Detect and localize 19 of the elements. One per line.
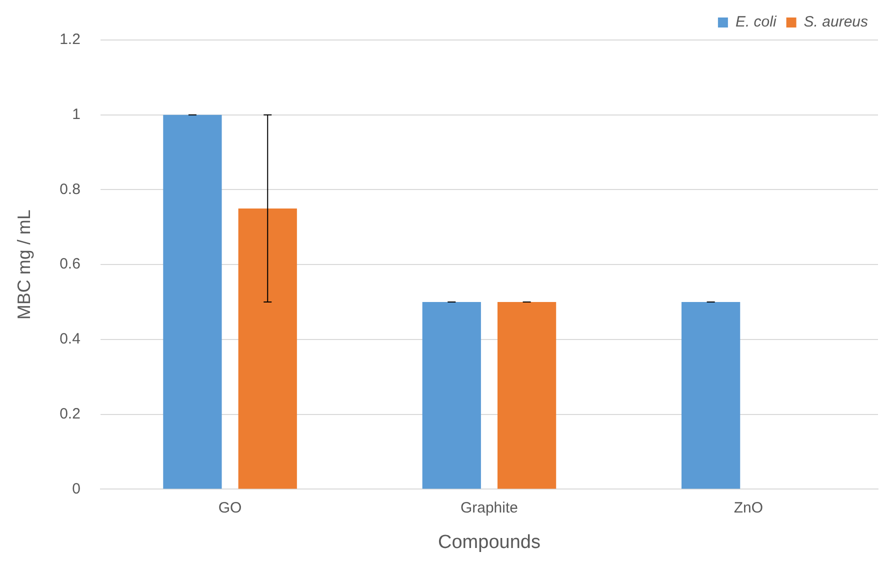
y-tick-label: 1.2 [60, 31, 80, 48]
x-tick-label: GO [218, 499, 242, 516]
y-tick-label: 0.4 [60, 330, 80, 348]
bar [497, 302, 556, 489]
x-axis-title: Compounds [438, 532, 540, 553]
legend-label: E. coli [735, 14, 777, 31]
bar [238, 208, 297, 489]
x-tick-label: ZnO [734, 499, 763, 516]
x-tick-label: Graphite [460, 499, 518, 516]
y-tick-label: 0 [72, 480, 80, 498]
y-tick-label: 0.8 [60, 180, 80, 198]
y-axis-title: MBC mg / mL [14, 210, 34, 320]
bar [682, 302, 740, 489]
legend-label: S. aureus [804, 14, 868, 31]
y-tick-label: 0.6 [60, 256, 80, 273]
y-tick-label: 1 [72, 106, 80, 124]
bar [422, 302, 481, 489]
y-tick-label: 0.2 [60, 405, 80, 422]
bar [163, 114, 222, 489]
